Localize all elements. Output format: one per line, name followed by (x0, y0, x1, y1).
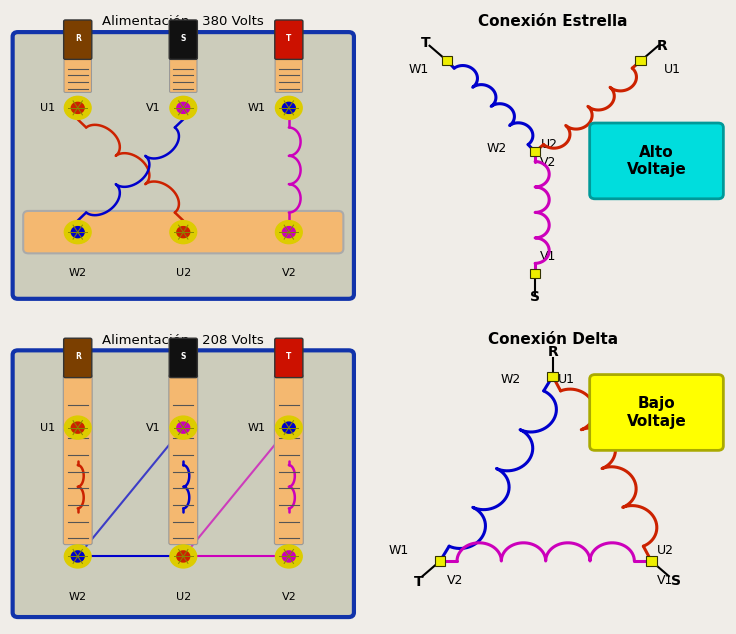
FancyBboxPatch shape (275, 338, 303, 378)
FancyBboxPatch shape (63, 374, 92, 545)
Circle shape (283, 102, 295, 113)
Circle shape (283, 226, 295, 238)
Text: Alimentación   208 Volts: Alimentación 208 Volts (102, 333, 264, 347)
Text: R: R (75, 34, 81, 42)
Circle shape (177, 422, 190, 433)
FancyBboxPatch shape (275, 374, 303, 545)
FancyBboxPatch shape (442, 56, 453, 65)
Text: U1: U1 (664, 63, 681, 77)
Text: S: S (530, 290, 540, 304)
Text: W2: W2 (500, 373, 521, 385)
Text: Conexión Delta: Conexión Delta (488, 332, 618, 347)
Circle shape (170, 221, 197, 243)
Circle shape (170, 545, 197, 568)
Text: V1: V1 (146, 103, 160, 113)
Text: S: S (180, 352, 186, 361)
Text: U2: U2 (176, 268, 191, 278)
Text: W2: W2 (486, 142, 507, 155)
Circle shape (71, 226, 84, 238)
FancyBboxPatch shape (590, 375, 723, 450)
Text: R: R (548, 345, 558, 359)
Text: Alimentación   380 Volts: Alimentación 380 Volts (102, 15, 264, 29)
Text: R: R (657, 39, 667, 53)
Text: V1: V1 (540, 250, 556, 263)
Text: W1: W1 (248, 103, 266, 113)
Text: V1: V1 (146, 423, 160, 432)
Circle shape (275, 416, 302, 439)
Text: Bajo
Voltaje: Bajo Voltaje (626, 396, 687, 429)
Text: V2: V2 (281, 592, 296, 602)
Circle shape (275, 545, 302, 568)
FancyBboxPatch shape (590, 123, 723, 199)
Text: U1: U1 (558, 373, 575, 385)
FancyBboxPatch shape (275, 56, 302, 93)
FancyBboxPatch shape (169, 374, 198, 545)
Circle shape (283, 551, 295, 562)
Text: U2: U2 (657, 544, 673, 557)
Text: W1: W1 (409, 63, 429, 77)
FancyBboxPatch shape (530, 269, 540, 278)
Text: W1: W1 (388, 544, 408, 557)
FancyBboxPatch shape (64, 56, 91, 93)
FancyBboxPatch shape (646, 557, 657, 566)
Text: S: S (180, 34, 186, 42)
Text: V2: V2 (447, 574, 464, 587)
FancyBboxPatch shape (548, 372, 558, 380)
FancyBboxPatch shape (24, 211, 344, 254)
Text: V2: V2 (281, 268, 296, 278)
Circle shape (275, 221, 302, 243)
Text: W2: W2 (68, 268, 87, 278)
Circle shape (71, 422, 84, 433)
FancyBboxPatch shape (13, 32, 354, 299)
Circle shape (64, 221, 91, 243)
Circle shape (177, 102, 190, 113)
Circle shape (283, 422, 295, 433)
Circle shape (71, 102, 84, 113)
Circle shape (177, 551, 190, 562)
FancyBboxPatch shape (169, 56, 197, 93)
Text: T: T (414, 575, 424, 589)
Text: V2: V2 (540, 156, 556, 169)
Circle shape (170, 96, 197, 119)
Text: U2: U2 (540, 138, 557, 151)
Circle shape (64, 416, 91, 439)
Text: W1: W1 (248, 423, 266, 432)
Text: Conexión Estrella: Conexión Estrella (478, 14, 628, 29)
Circle shape (170, 416, 197, 439)
FancyBboxPatch shape (635, 56, 646, 65)
FancyBboxPatch shape (169, 20, 197, 60)
FancyBboxPatch shape (13, 351, 354, 617)
FancyBboxPatch shape (63, 20, 92, 60)
Circle shape (177, 226, 190, 238)
Text: Alto
Voltaje: Alto Voltaje (626, 145, 687, 177)
FancyBboxPatch shape (435, 557, 445, 566)
Text: T: T (286, 34, 291, 42)
FancyBboxPatch shape (530, 147, 540, 157)
FancyBboxPatch shape (63, 338, 92, 378)
Text: T: T (421, 36, 431, 49)
Text: W2: W2 (68, 592, 87, 602)
Text: U1: U1 (40, 103, 55, 113)
Circle shape (275, 96, 302, 119)
Text: V1: V1 (657, 574, 673, 587)
Text: R: R (75, 352, 81, 361)
Text: T: T (286, 352, 291, 361)
Text: S: S (670, 574, 681, 588)
Circle shape (64, 545, 91, 568)
Text: U2: U2 (176, 592, 191, 602)
Text: U1: U1 (40, 423, 55, 432)
FancyBboxPatch shape (275, 20, 303, 60)
Circle shape (64, 96, 91, 119)
FancyBboxPatch shape (169, 338, 197, 378)
Circle shape (71, 551, 84, 562)
